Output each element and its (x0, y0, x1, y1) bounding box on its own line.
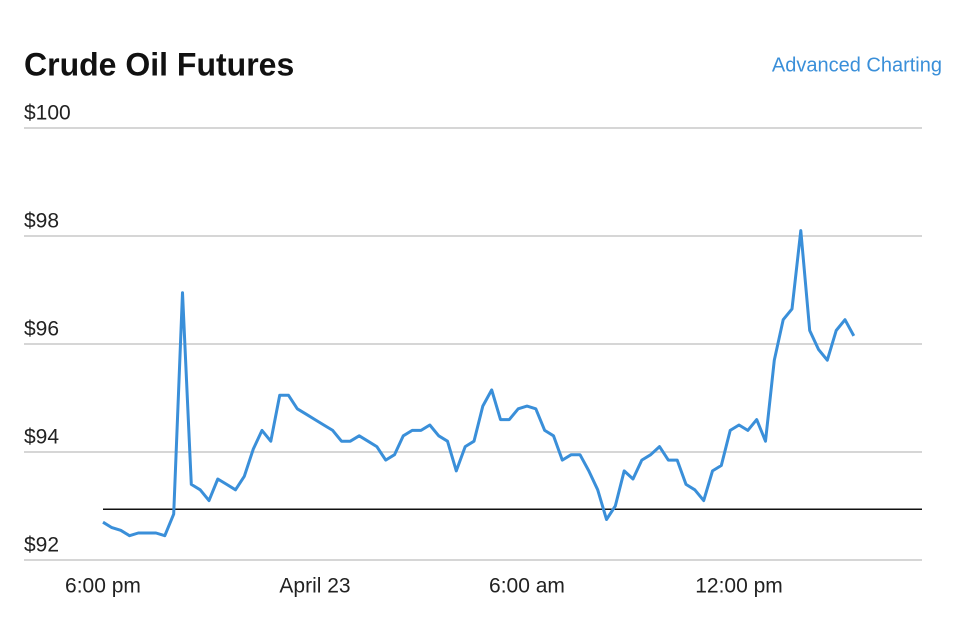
y-tick-label: $94 (24, 426, 59, 449)
x-tick-label: 12:00 pm (695, 575, 783, 598)
y-tick-label: $98 (24, 210, 59, 233)
y-tick-label: $96 (24, 318, 59, 341)
x-tick-label: 6:00 am (489, 575, 565, 598)
x-tick-label: 6:00 pm (65, 575, 141, 598)
advanced-charting-link[interactable]: Advanced Charting (772, 54, 942, 76)
x-tick-label: April 23 (279, 575, 350, 598)
y-tick-label: $100 (24, 102, 71, 125)
y-tick-label: $92 (24, 534, 59, 557)
price-line (102, 229, 856, 538)
chart-title: Crude Oil Futures (24, 46, 294, 82)
